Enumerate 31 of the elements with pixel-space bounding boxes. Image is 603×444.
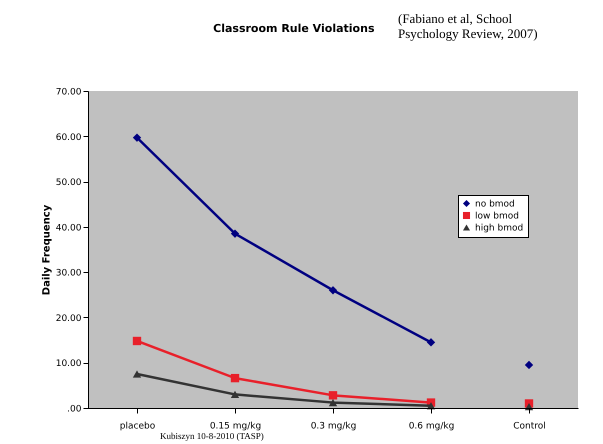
legend-label: no bmod [475, 200, 515, 210]
x-tick-label: placebo [120, 422, 156, 432]
point [426, 338, 436, 347]
point [328, 391, 338, 400]
chart-title: Classroom Rule Violations [213, 22, 375, 35]
y-tick-label: 10.00 [56, 359, 82, 370]
point [524, 360, 534, 370]
point [132, 370, 142, 378]
y-tick-label: 50.00 [56, 178, 82, 188]
y-axis-title: Daily Frequency [42, 204, 53, 296]
point [132, 336, 142, 346]
y-tick-label: 60.00 [56, 132, 82, 143]
text: (Fabiano et al, School Psychology Review, 2007) [398, 11, 538, 41]
point [132, 133, 142, 142]
legend-label: high bmod [475, 224, 524, 234]
x-tick-label: 0.6 mg/kg [408, 422, 454, 432]
y-tick-label: 20.00 [56, 314, 82, 324]
legend-label: low bmod [475, 212, 519, 222]
point [328, 286, 338, 294]
y-tick-label: 70.00 [56, 88, 82, 98]
y-tick-label: 30.00 [56, 268, 82, 279]
point [230, 229, 240, 238]
x-tick-label: 0.15 mg/kg [210, 422, 262, 432]
y-tick-label: 40.00 [56, 223, 82, 234]
point [230, 390, 240, 398]
x-tick-label: Control [513, 422, 546, 432]
point [230, 374, 240, 382]
point [328, 398, 338, 406]
x-tick-label: 0.3 mg/kg [310, 422, 356, 432]
text: Kubiszyn 10-8-2010 (TASP) [160, 431, 264, 441]
y-tick-label: .00 [67, 404, 82, 414]
